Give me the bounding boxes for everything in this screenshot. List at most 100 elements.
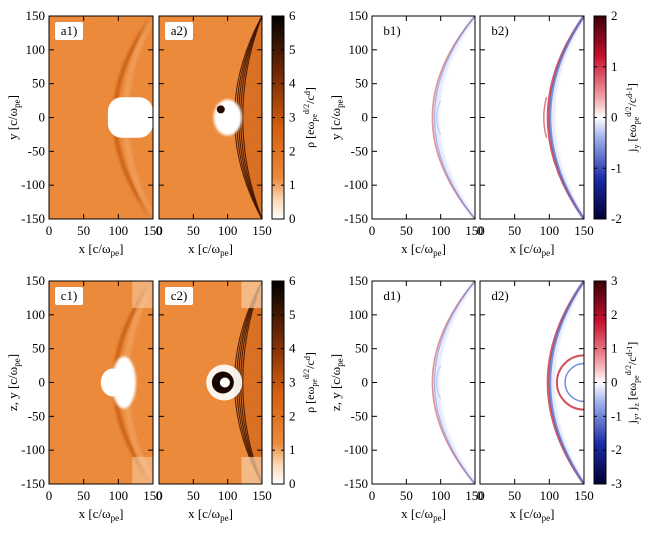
noise-speck <box>169 348 171 349</box>
noise-speck <box>76 185 78 186</box>
noise-speck <box>197 482 199 483</box>
noise-speck <box>91 76 93 77</box>
noise-speck <box>90 470 92 471</box>
noise-speck <box>106 43 108 44</box>
noise-speck <box>185 368 187 369</box>
noise-speck <box>190 399 192 400</box>
noise-speck <box>104 22 106 23</box>
panel-image <box>480 281 584 484</box>
edge-region <box>132 281 153 309</box>
noise-speck <box>181 462 183 463</box>
noise-speck <box>60 409 62 410</box>
noise-speck <box>149 177 151 178</box>
noise-speck <box>84 331 86 332</box>
colorbar-tick-label: 5 <box>289 307 296 322</box>
y-tick-label: 150 <box>349 273 369 288</box>
core-center <box>219 377 230 388</box>
colorbar-label: jy, jz [eωped/2/cd-1] <box>624 342 641 425</box>
colorbar-tick-label: 4 <box>289 341 296 356</box>
noise-speck <box>251 32 253 33</box>
noise-speck <box>191 56 193 57</box>
colorbar-tick-label: 2 <box>611 307 618 322</box>
noise-speck <box>170 208 172 209</box>
noise-speck <box>237 64 239 65</box>
y-tick-label: 50 <box>355 341 368 356</box>
noise-speck <box>194 35 196 36</box>
noise-speck <box>223 96 225 97</box>
noise-speck <box>59 197 61 198</box>
noise-speck <box>64 186 66 187</box>
colorbar-tick-label: -2 <box>611 442 622 457</box>
colorbar-tick-label: 0 <box>611 110 618 125</box>
noise-speck <box>145 400 147 401</box>
noise-speck <box>202 45 204 46</box>
x-axis-label: x [c/ωpe] <box>510 506 555 523</box>
noise-speck <box>135 157 137 158</box>
inner-loop <box>435 100 442 135</box>
noise-speck <box>98 86 100 87</box>
panel-label: b1) <box>383 23 400 38</box>
noise-speck <box>160 146 162 147</box>
noise-speck <box>105 361 107 362</box>
y-tick-label: 0 <box>39 375 46 390</box>
panel-image <box>49 281 153 484</box>
panel-a1: 0 50 100 150 150 100 50 0 -50 -100 -150 x [c/ωpe] a1… <box>21 8 163 258</box>
panel-label: a1) <box>61 23 78 38</box>
colorbar-tick-label: 0 <box>611 375 618 390</box>
noise-speck <box>177 358 179 359</box>
noise-speck <box>122 84 124 85</box>
noise-speck <box>123 158 125 159</box>
colorbar-label: ρ [eωped/2/cd] <box>302 352 319 413</box>
noise-speck <box>66 207 68 208</box>
panel-label-box <box>165 22 193 40</box>
panel-a2: 0 50 100 150 x [c/ωpe] a2) <box>156 15 272 258</box>
cb-bot-current: 3 2 1 0 -1 -2 -3 jy, jz [eωped/2/cd-1] <box>593 273 641 491</box>
noise-speck <box>53 134 55 135</box>
noise-speck <box>181 197 183 198</box>
noise-speck <box>103 340 105 341</box>
noise-speck <box>224 288 226 289</box>
noise-speck <box>134 83 136 84</box>
noise-speck <box>74 429 76 430</box>
noise-speck <box>97 215 99 216</box>
x-tick-label: 150 <box>252 223 272 238</box>
x-tick-label: 50 <box>187 223 200 238</box>
noise-speck <box>210 55 212 56</box>
noise-speck <box>206 154 208 155</box>
y-tick-label: 50 <box>32 76 45 91</box>
noise-speck <box>183 311 185 312</box>
noise-speck <box>111 297 113 298</box>
noise-speck <box>94 44 96 45</box>
noise-speck <box>70 311 72 312</box>
current-arc-halo <box>435 16 475 219</box>
noise-speck <box>221 44 223 45</box>
panel-d2: 0 50 100 150 x [c/ωpe] d2) <box>477 280 594 523</box>
noise-speck <box>198 144 200 145</box>
noise-speck <box>77 56 79 57</box>
noise-speck <box>120 63 122 64</box>
noise-speck <box>83 460 85 461</box>
noise-speck <box>67 419 69 420</box>
noise-speck <box>169 83 171 84</box>
noise-speck <box>207 341 209 342</box>
noise-speck <box>207 76 209 77</box>
noise-speck <box>118 307 120 308</box>
noise-speck <box>100 372 102 373</box>
noise-speck <box>81 174 83 175</box>
noise-speck <box>205 24 207 25</box>
noise-speck <box>166 104 168 105</box>
x-axis-label: x [c/ωpe] <box>510 241 555 258</box>
noise-speck <box>111 32 113 33</box>
noise-speck <box>229 319 231 320</box>
noise-speck <box>122 349 124 350</box>
cb-top-current: 2 1 0 -1 -2 jy [eωped/2/cd-1] <box>593 8 641 226</box>
noise-speck <box>168 156 170 157</box>
noise-speck <box>92 288 94 289</box>
noise-speck <box>135 422 137 423</box>
noise-speck <box>94 309 96 310</box>
noise-speck <box>204 362 206 363</box>
noise-speck <box>222 174 224 175</box>
noise-speck <box>73 482 75 483</box>
noise-speck <box>91 341 93 342</box>
